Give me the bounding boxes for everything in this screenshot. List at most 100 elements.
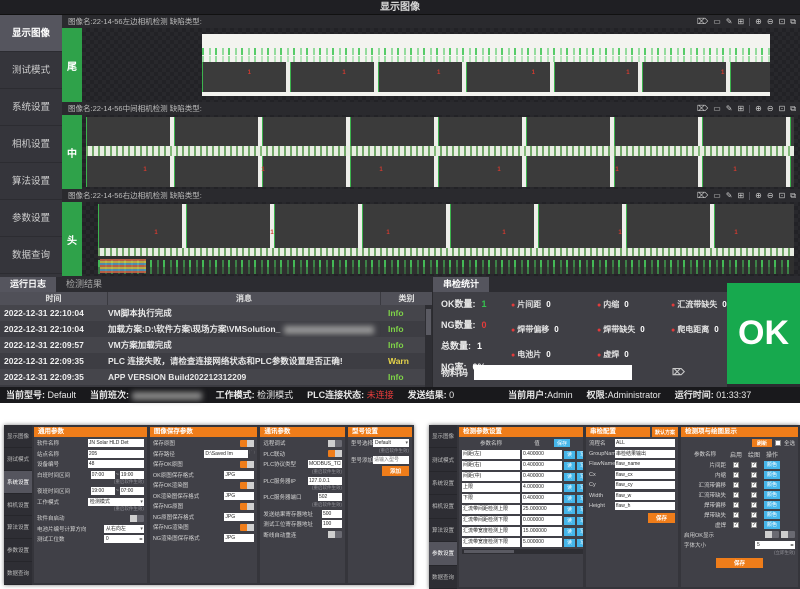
zoom-out-icon[interactable]: ⊖ [766, 17, 774, 26]
param-value[interactable]: 4.000000 [522, 483, 562, 492]
one-to-one-icon[interactable]: ⊡ [778, 104, 786, 113]
param-value[interactable]: 15.000000 [522, 527, 562, 536]
add-region-icon[interactable]: ⊞ [737, 191, 745, 200]
save-ok-render-toggle[interactable] [240, 481, 255, 489]
zoom-out-icon[interactable]: ⊖ [766, 191, 774, 200]
save-params-button[interactable]: 保存 [554, 439, 571, 447]
color-button[interactable]: 颜色 [764, 510, 780, 519]
zoom-out-icon[interactable]: ⊖ [766, 104, 774, 113]
color-button[interactable]: 颜色 [764, 500, 780, 509]
draw-checkbox[interactable]: ✓ [751, 491, 757, 498]
color-button[interactable]: 颜色 [764, 490, 780, 499]
write-param-button[interactable]: 写 [577, 450, 583, 459]
fit-view-icon[interactable]: ⧉ [790, 104, 796, 113]
color-button[interactable]: 颜色 [764, 480, 780, 489]
mini-sidebar-item[interactable]: 算法设置 [429, 519, 457, 543]
save-raw-toggle[interactable] [240, 439, 255, 447]
log-scrollbar[interactable] [425, 305, 432, 387]
plc-ip-input[interactable] [307, 476, 342, 485]
color-button[interactable]: 颜色 [764, 460, 780, 469]
draw-icon[interactable]: ✎ [725, 104, 733, 113]
cx-input[interactable] [615, 470, 675, 479]
station-count-stepper[interactable]: 0 [103, 535, 144, 543]
mini-sidebar-item[interactable]: 相机设置 [429, 495, 457, 519]
tab-detect-result[interactable]: 检测结果 [66, 279, 103, 289]
enable-checkbox[interactable]: ✓ [733, 471, 739, 478]
delete-image-icon[interactable]: ⌦ [696, 104, 709, 113]
read-param-button[interactable]: 读 [564, 527, 576, 536]
mini-sidebar-item[interactable]: 显示图像 [429, 425, 457, 449]
material-code-input[interactable] [474, 365, 633, 380]
ok-render-format-input[interactable] [224, 491, 255, 500]
param-value[interactable]: 5.000000 [522, 538, 562, 547]
color-button[interactable]: 颜色 [764, 470, 780, 479]
refresh-button[interactable]: 刷新 [751, 439, 772, 447]
log-row[interactable]: 2022-12-31 22:09:57 VM方案加载完成 Info [0, 337, 432, 353]
software-name-input[interactable] [87, 439, 144, 447]
read-param-button[interactable]: 读 [564, 505, 576, 514]
plc-link-toggle[interactable] [327, 450, 342, 457]
save-ng-raw-toggle[interactable] [240, 502, 255, 510]
mini-sidebar-item[interactable]: 显示图像 [4, 425, 32, 448]
draw-checkbox[interactable]: ✓ [751, 461, 757, 468]
model-add-input[interactable] [373, 455, 409, 464]
cell-number-direction-select[interactable]: 从右向左 [103, 524, 144, 533]
flaw-name-input[interactable] [615, 460, 675, 468]
draw-checkbox[interactable]: ✓ [751, 511, 757, 518]
select-region-icon[interactable]: ▭ [713, 104, 721, 113]
log-row[interactable]: 2022-12-31 22:09:35 PLC 连接失败，请检查连接网络状态和P… [0, 353, 432, 369]
enable-checkbox[interactable]: ✓ [733, 481, 739, 488]
draw-icon[interactable]: ✎ [725, 191, 733, 200]
params-hscrollbar[interactable] [462, 549, 583, 554]
enable-checkbox[interactable]: ✓ [733, 501, 739, 508]
color-button[interactable]: 颜色 [764, 520, 780, 529]
read-param-button[interactable]: 读 [564, 516, 576, 525]
mini-sidebar-item[interactable]: 算法设置 [4, 516, 32, 540]
read-param-button[interactable]: 读 [564, 472, 576, 481]
param-value[interactable]: 0.400000 [522, 461, 562, 470]
param-value[interactable]: 25.000000 [522, 505, 562, 514]
draw-checkbox[interactable]: ✓ [751, 501, 757, 508]
fit-view-icon[interactable]: ⧉ [790, 191, 796, 200]
ok-raw-format-input[interactable] [224, 470, 255, 479]
camera-image-middle[interactable]: 中 1 1 1 1 1 1 [62, 115, 800, 189]
sidebar-item-algorithm-settings[interactable]: 算法设置 [0, 163, 62, 200]
draw-icon[interactable]: ✎ [725, 17, 733, 26]
select-region-icon[interactable]: ▭ [713, 17, 721, 26]
write-param-button[interactable]: 写 [577, 505, 583, 514]
device-id-input[interactable] [87, 460, 144, 468]
select-all-checkbox[interactable] [774, 440, 781, 446]
log-row[interactable]: 2022-12-31 22:10:04 VM脚本执行完成 Info [0, 305, 432, 321]
day-shift-start-input[interactable] [90, 470, 115, 479]
save-ng-render-toggle[interactable] [240, 523, 255, 531]
mini-sidebar-item[interactable]: 系统设置 [4, 470, 32, 494]
param-value[interactable]: 0.400000 [522, 494, 562, 503]
cy-input[interactable] [615, 481, 675, 489]
site-name-input[interactable] [87, 449, 144, 458]
sidebar-item-camera-settings[interactable]: 相机设置 [0, 126, 62, 163]
draw-checkbox[interactable]: ✓ [751, 481, 757, 488]
plc-protocol-input[interactable] [307, 460, 342, 468]
night-shift-start-input[interactable] [90, 487, 115, 495]
station-register-input[interactable] [321, 520, 342, 528]
enable-checkbox[interactable]: ✓ [733, 491, 739, 498]
night-shift-end-input[interactable] [119, 487, 144, 495]
default-scheme-button[interactable]: 默认方案 [651, 427, 678, 437]
remote-debug-toggle[interactable] [327, 439, 342, 447]
sidebar-item-test-mode[interactable]: 测试模式 [0, 52, 62, 89]
group-name-input[interactable] [615, 449, 675, 458]
flow-name-input[interactable] [615, 439, 675, 447]
add-model-button[interactable]: 添加 [381, 466, 409, 476]
write-param-button[interactable]: 写 [577, 516, 583, 525]
height-input[interactable] [615, 502, 675, 510]
ng-render-format-input[interactable] [224, 533, 255, 542]
write-param-button[interactable]: 写 [577, 538, 583, 547]
font-size-stepper[interactable]: 5 [755, 541, 795, 549]
mini-sidebar-item[interactable]: 参数设置 [429, 542, 457, 566]
enable-checkbox[interactable]: ✓ [733, 511, 739, 518]
mini-sidebar-item[interactable]: 数据查询 [4, 562, 32, 586]
read-param-button[interactable]: 读 [564, 461, 576, 470]
write-param-button[interactable]: 写 [577, 494, 583, 503]
write-param-button[interactable]: 写 [577, 461, 583, 470]
sidebar-item-parameter-settings[interactable]: 参数设置 [0, 200, 62, 237]
